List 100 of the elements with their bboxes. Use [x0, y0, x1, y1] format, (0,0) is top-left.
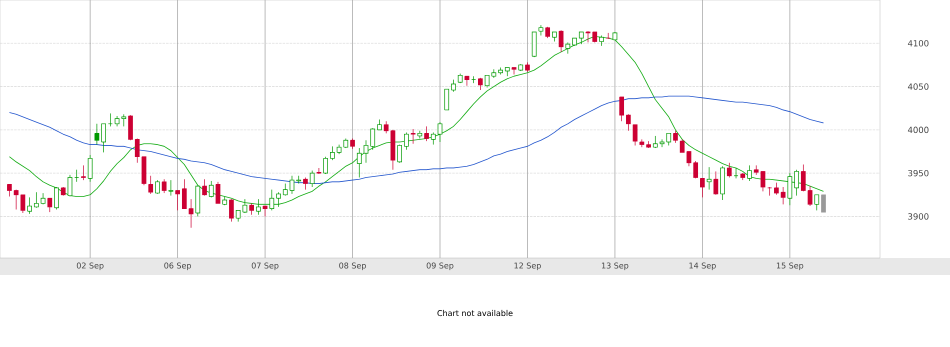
y-tick-label: 4100 — [908, 40, 929, 46]
y-tick-label: 3900 — [908, 213, 929, 220]
candlestick — [249, 203, 254, 216]
candlestick — [377, 119, 382, 130]
candlestick — [444, 88, 450, 110]
candlestick — [282, 183, 288, 196]
candlestick — [626, 114, 631, 132]
candlestick — [787, 172, 792, 206]
candlestick — [632, 124, 638, 146]
candlestick — [586, 30, 590, 43]
candlestick — [726, 162, 732, 178]
candlestick — [27, 197, 32, 214]
candlestick — [578, 32, 584, 44]
candlestick — [134, 138, 140, 164]
candlestick — [538, 24, 544, 36]
candlestick — [438, 122, 442, 142]
candlestick — [262, 206, 268, 217]
candlestick — [430, 132, 436, 145]
candlestick — [343, 138, 348, 148]
candlestick — [525, 62, 530, 72]
candlestick — [794, 169, 799, 196]
candlestick — [458, 73, 463, 84]
candlestick — [34, 192, 39, 208]
candlestick — [364, 140, 368, 164]
candlestick — [336, 144, 342, 154]
candlestick — [114, 116, 120, 127]
candlestick — [821, 194, 826, 212]
candlestick — [652, 136, 658, 148]
candlestick — [410, 128, 416, 144]
candlestick — [101, 123, 106, 153]
y-tick-label: 3950 — [908, 170, 929, 176]
candlestick — [464, 76, 470, 86]
candlestick — [216, 181, 220, 204]
candlestick — [660, 139, 664, 148]
candlestick — [808, 186, 812, 206]
candlestick — [290, 175, 294, 194]
candlestick — [599, 35, 604, 46]
candlestick — [330, 146, 335, 161]
candlestick — [14, 189, 19, 210]
candlestick — [404, 132, 409, 150]
candlestick — [451, 79, 456, 92]
candlestick — [155, 180, 160, 194]
candlestick — [202, 178, 207, 196]
candlestick — [121, 114, 126, 127]
candlestick — [229, 198, 234, 222]
candlestick — [673, 130, 678, 144]
candlestick — [800, 164, 806, 192]
candlestick — [384, 120, 389, 134]
candlestick — [242, 198, 248, 214]
candlestick — [323, 156, 328, 174]
candlestick — [814, 194, 820, 211]
candlestick — [269, 189, 274, 211]
candlestick — [478, 78, 483, 90]
candlestick — [303, 177, 308, 190]
candlestick — [747, 165, 752, 182]
candlestick — [693, 160, 698, 179]
candlestick — [552, 32, 557, 42]
candlestick — [512, 67, 516, 75]
candlestick — [236, 210, 241, 222]
candlestick — [774, 182, 779, 196]
candlestick — [754, 165, 759, 176]
candlestick — [558, 30, 564, 52]
candlestick — [54, 186, 59, 210]
candlestick — [168, 180, 174, 196]
candlestick — [182, 178, 187, 209]
candlestick — [356, 148, 362, 178]
candlestick — [162, 178, 167, 194]
candlestick — [666, 132, 672, 146]
y-tick-label: 4050 — [908, 83, 929, 90]
candlestick — [81, 165, 86, 180]
candlestick — [686, 151, 692, 167]
candlestick — [545, 26, 550, 38]
candlestick — [94, 123, 100, 145]
candlestick — [310, 170, 315, 188]
candlestick — [316, 168, 322, 174]
candlestick — [424, 126, 429, 142]
candlestick — [128, 114, 133, 141]
y-tick-label: 4000 — [908, 126, 929, 134]
candlestick — [592, 32, 598, 43]
candlestick — [20, 194, 26, 214]
candlestick — [276, 192, 281, 208]
candlestick — [619, 96, 624, 122]
candlestick — [350, 138, 355, 150]
candlestick — [208, 180, 214, 198]
candlestick — [256, 198, 261, 216]
candlestick — [700, 178, 705, 198]
candlestick — [780, 186, 786, 205]
candlestick — [88, 154, 93, 182]
candlestick — [565, 42, 570, 54]
candlestick — [68, 174, 72, 197]
candlestick — [760, 171, 766, 192]
candlestick — [680, 139, 685, 153]
candlestick — [47, 198, 52, 212]
candlestick — [397, 144, 402, 164]
candlestick — [713, 171, 718, 196]
candlestick — [175, 190, 180, 211]
candlestick — [7, 184, 12, 197]
candlestick — [370, 128, 376, 150]
candlestick — [40, 192, 46, 205]
candlestick — [188, 198, 194, 228]
